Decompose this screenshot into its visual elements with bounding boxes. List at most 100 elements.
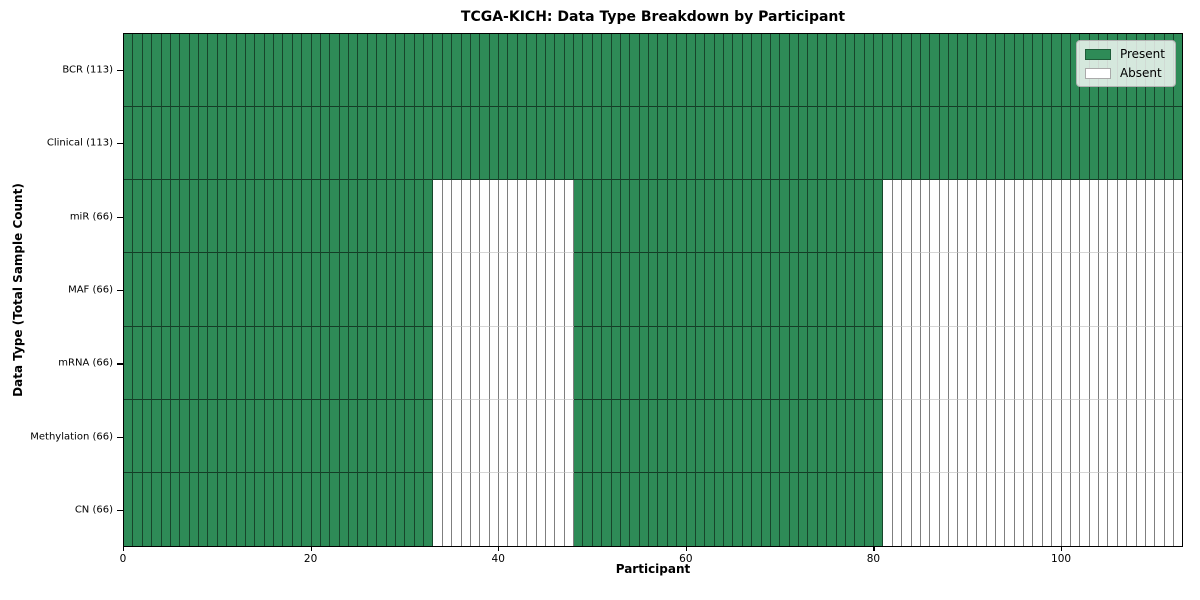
heatmap-cell: [1136, 472, 1146, 546]
heatmap-cell: [274, 180, 284, 254]
heatmap-cell: [1042, 107, 1053, 181]
heatmap-cell: [170, 34, 181, 108]
heatmap-cell: [142, 180, 153, 254]
heatmap-cell: [686, 399, 696, 473]
heatmap-cell: [461, 472, 471, 546]
heatmap-cell: [958, 107, 968, 181]
heatmap-cell: [386, 34, 396, 108]
heatmap-cell: [827, 107, 837, 181]
heatmap-cell: [761, 326, 771, 400]
heatmap-cell: [517, 180, 528, 254]
heatmap-cell: [142, 253, 153, 327]
heatmap-cell: [349, 107, 359, 181]
heatmap-cell: [527, 472, 537, 546]
heatmap-cell: [1174, 107, 1183, 181]
heatmap-cell: [827, 34, 837, 108]
heatmap-cell: [302, 253, 312, 327]
heatmap-cell: [302, 34, 312, 108]
heatmap-cell: [1089, 107, 1099, 181]
heatmap-cell: [1164, 399, 1174, 473]
heatmap-cell: [780, 34, 790, 108]
heatmap-cell: [630, 34, 640, 108]
legend: Present Absent: [1075, 40, 1176, 87]
heatmap-cell: [461, 180, 471, 254]
heatmap-cell: [602, 34, 612, 108]
heatmap-cell: [930, 253, 940, 327]
heatmap-cell: [545, 253, 556, 327]
heatmap-cell: [1052, 107, 1062, 181]
heatmap-cell: [480, 180, 490, 254]
heatmap-cell: [133, 326, 143, 400]
heatmap-cell: [799, 180, 809, 254]
heatmap-cell: [733, 399, 743, 473]
heatmap-cell: [620, 253, 631, 327]
heatmap-grid: [124, 34, 1183, 546]
heatmap-cell: [995, 472, 1006, 546]
heatmap-cell: [124, 107, 134, 181]
heatmap-cell: [236, 34, 246, 108]
heatmap-cell: [1145, 180, 1156, 254]
heatmap-cell: [330, 399, 340, 473]
heatmap-cell: [667, 34, 678, 108]
heatmap-cell: [845, 253, 856, 327]
heatmap-cell: [452, 34, 462, 108]
heatmap-cell: [330, 107, 340, 181]
heatmap-cell: [274, 34, 284, 108]
heatmap-cell: [1033, 399, 1043, 473]
heatmap-cell: [245, 326, 256, 400]
y-tick-label: mRNA (66): [58, 357, 113, 369]
heatmap-cell: [855, 399, 865, 473]
heatmap-cell: [536, 472, 546, 546]
heatmap-cell: [667, 180, 678, 254]
heatmap-cell: [583, 107, 593, 181]
heatmap-cell: [452, 107, 462, 181]
heatmap-cell: [339, 34, 349, 108]
legend-item-absent: Absent: [1084, 66, 1165, 80]
heatmap-cell: [292, 326, 303, 400]
heatmap-cell: [902, 326, 912, 400]
heatmap-cell: [199, 472, 209, 546]
heatmap-cell: [902, 34, 912, 108]
x-tick-label: 80: [866, 553, 881, 565]
heatmap-cell: [133, 253, 143, 327]
heatmap-cell: [1089, 326, 1099, 400]
heatmap-cell: [311, 326, 321, 400]
heatmap-cell: [358, 34, 368, 108]
heatmap-cell: [1136, 399, 1146, 473]
heatmap-cell: [274, 399, 284, 473]
heatmap-cell: [311, 107, 321, 181]
heatmap-cell: [499, 253, 509, 327]
heatmap-cell: [1089, 180, 1099, 254]
heatmap-cell: [152, 180, 162, 254]
heatmap-cell: [320, 34, 331, 108]
heatmap-cell: [499, 107, 509, 181]
heatmap-cell: [1024, 472, 1034, 546]
heatmap-cell: [639, 472, 649, 546]
heatmap-cell: [620, 399, 631, 473]
heatmap-cell: [217, 326, 228, 400]
heatmap-cell: [892, 399, 903, 473]
heatmap-cell: [349, 472, 359, 546]
heatmap-cell: [939, 472, 949, 546]
heatmap-cell: [470, 472, 481, 546]
heatmap-cell: [386, 326, 396, 400]
heatmap-cell: [470, 34, 481, 108]
heatmap-cell: [142, 399, 153, 473]
heatmap-cell: [920, 472, 931, 546]
heatmap-cell: [1164, 253, 1174, 327]
heatmap-cell: [499, 34, 509, 108]
heatmap-cell: [264, 180, 274, 254]
heatmap-cell: [414, 472, 424, 546]
heatmap-cell: [555, 472, 565, 546]
heatmap-cell: [414, 326, 424, 400]
heatmap-cell: [1070, 253, 1081, 327]
heatmap-cell: [1108, 326, 1118, 400]
heatmap-cell: [274, 472, 284, 546]
heatmap-cell: [189, 399, 199, 473]
heatmap-cell: [217, 34, 228, 108]
heatmap-cell: [686, 253, 696, 327]
heatmap-cell: [124, 472, 134, 546]
heatmap-cell: [1108, 107, 1118, 181]
heatmap-cell: [152, 253, 162, 327]
heatmap-cell: [170, 472, 181, 546]
